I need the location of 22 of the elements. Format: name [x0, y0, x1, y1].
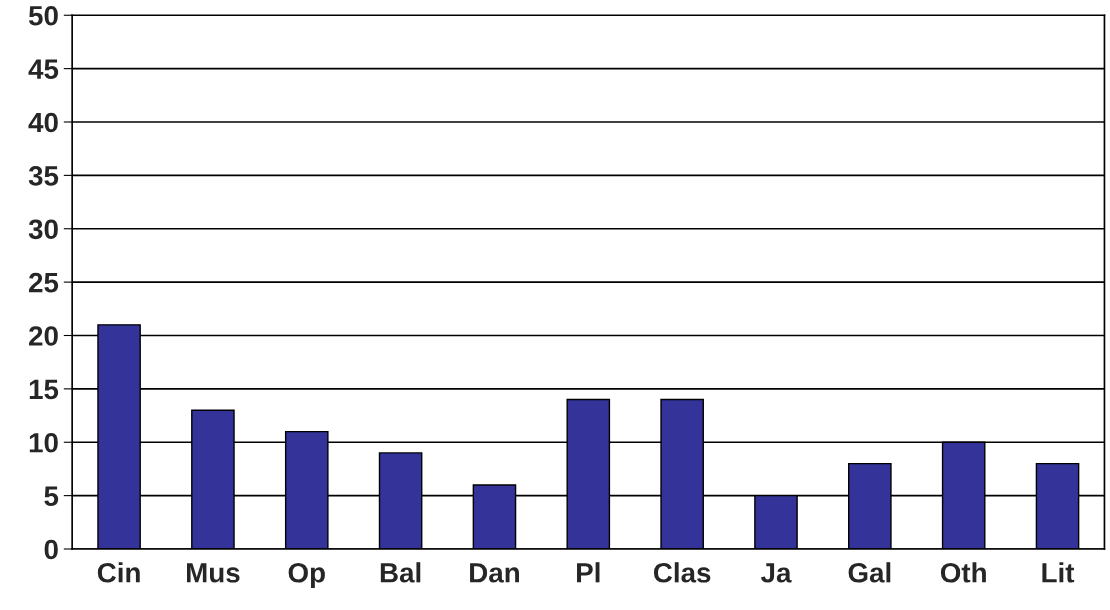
x-tick-label: Gal [848, 562, 891, 583]
x-tick-label: Bal [380, 562, 421, 583]
y-tick-label: 25 [29, 272, 59, 293]
x-tick-label: Dan [470, 563, 519, 583]
y-tick-label: 15 [29, 379, 59, 400]
x-tick-label: Pl [577, 562, 600, 583]
y-tick-label: 20 [29, 326, 58, 346]
y-tick-label: 35 [28, 166, 59, 186]
x-tick-label: Mus [187, 563, 240, 583]
y-tick-label: 5 [44, 486, 59, 506]
y-tick-label: 30 [28, 219, 58, 240]
y-tick-label: 10 [29, 432, 58, 453]
y-tick-label: 40 [28, 112, 58, 133]
y-tick-label: 50 [28, 5, 58, 26]
x-tick-label: Lit [1042, 562, 1075, 583]
x-tick-label: Cin [97, 562, 140, 583]
x-tick-label: Ja [760, 563, 792, 583]
y-tick-label: 45 [28, 59, 59, 79]
x-tick-label: Clas [653, 562, 711, 583]
x-tick-label: Oth [940, 562, 986, 583]
x-tick-label: Op [288, 562, 325, 589]
y-tick-label: 0 [44, 539, 58, 560]
